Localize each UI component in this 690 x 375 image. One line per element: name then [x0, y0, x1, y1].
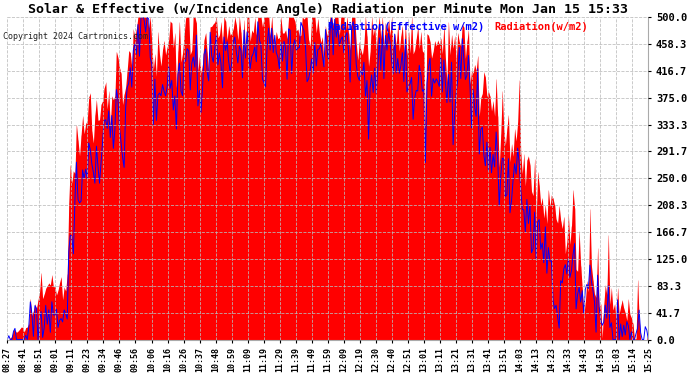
Title: Solar & Effective (w/Incidence Angle) Radiation per Minute Mon Jan 15 15:33: Solar & Effective (w/Incidence Angle) Ra…	[28, 3, 628, 16]
Text: Radiation(Effective w/m2): Radiation(Effective w/m2)	[328, 22, 484, 32]
Text: Radiation(w/m2): Radiation(w/m2)	[495, 22, 589, 32]
Text: Copyright 2024 Cartronics.com: Copyright 2024 Cartronics.com	[3, 32, 148, 41]
